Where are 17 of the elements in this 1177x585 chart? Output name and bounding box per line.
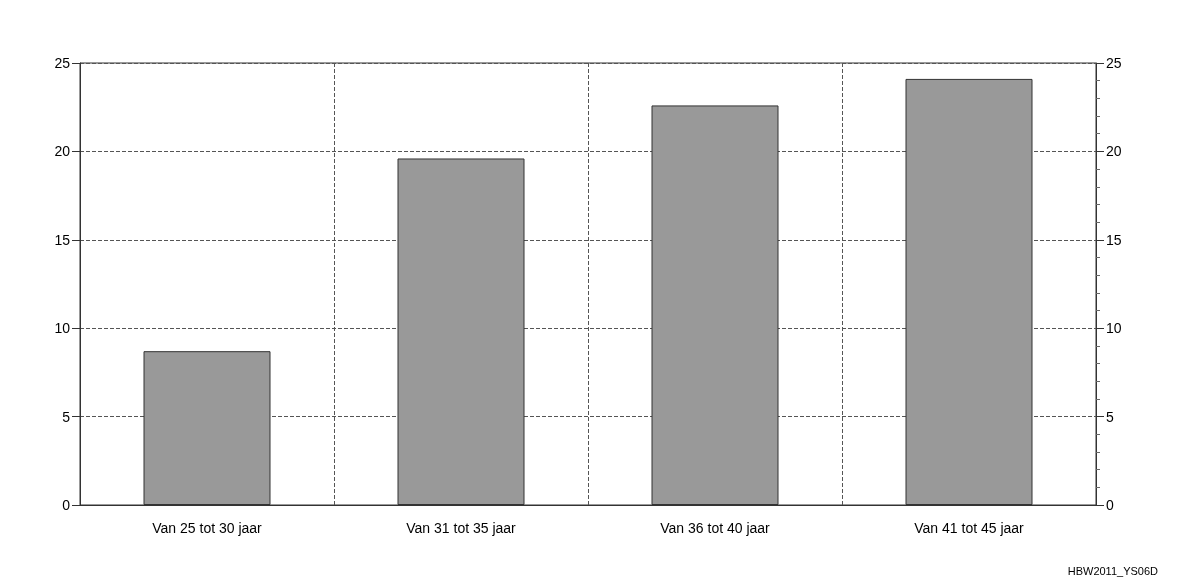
y-tick-label: 0 — [62, 497, 71, 513]
y2-tick-label: 15 — [1106, 231, 1122, 248]
y2-tick-label: 5 — [1106, 408, 1114, 425]
y-tick-label: 20 — [54, 143, 71, 160]
y-tick-label: 10 — [54, 320, 71, 337]
y-tick-label: 25 — [54, 55, 71, 71]
y-tick-label: 5 — [62, 408, 71, 425]
y2-tick-label: 10 — [1106, 320, 1122, 337]
x-tick-label: Van 41 tot 45 jaar — [914, 520, 1025, 536]
y-tick-label: 15 — [54, 231, 71, 248]
x-tick-label: Van 25 tot 30 jaar — [152, 520, 263, 536]
y2-tick-label: 20 — [1106, 143, 1122, 160]
x-tick-label: Van 31 tot 35 jaar — [406, 520, 517, 536]
y2-tick-label: 0 — [1106, 497, 1114, 513]
text: HBW2011_YS06D — [1067, 564, 1159, 577]
x-tick-label: Van 36 tot 40 jaar — [660, 520, 771, 536]
y2-tick-label: 25 — [1106, 55, 1122, 71]
